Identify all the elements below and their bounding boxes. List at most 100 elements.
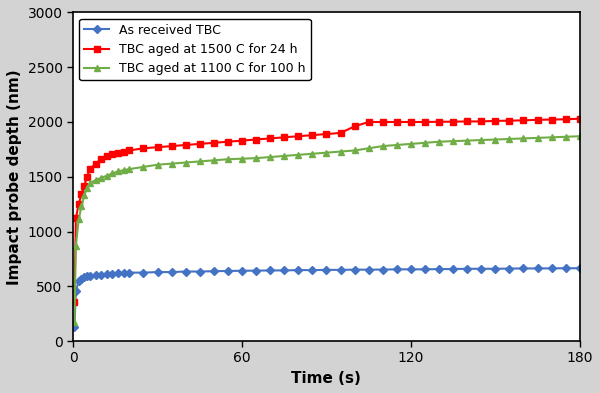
TBC aged at 1500 C for 24 h — [421, 119, 428, 124]
TBC aged at 1100 C for 100 h — [407, 141, 415, 146]
As received TBC — [266, 268, 274, 273]
As received TBC — [86, 274, 94, 278]
TBC aged at 1500 C for 24 h — [83, 174, 91, 179]
TBC aged at 1500 C for 24 h — [407, 119, 415, 124]
As received TBC — [421, 267, 428, 272]
TBC aged at 1100 C for 100 h — [154, 162, 161, 167]
As received TBC — [182, 269, 189, 274]
As received TBC — [534, 266, 541, 271]
As received TBC — [337, 268, 344, 272]
TBC aged at 1500 C for 24 h — [120, 149, 127, 154]
TBC aged at 1100 C for 100 h — [109, 171, 116, 176]
TBC aged at 1500 C for 24 h — [534, 118, 541, 122]
TBC aged at 1100 C for 100 h — [98, 176, 105, 180]
As received TBC — [379, 267, 386, 272]
TBC aged at 1100 C for 100 h — [224, 157, 232, 162]
As received TBC — [407, 267, 415, 272]
TBC aged at 1100 C for 100 h — [492, 137, 499, 142]
TBC aged at 1500 C for 24 h — [253, 137, 260, 142]
X-axis label: Time (s): Time (s) — [292, 371, 361, 386]
As received TBC — [464, 266, 471, 271]
TBC aged at 1100 C for 100 h — [562, 134, 569, 139]
As received TBC — [196, 269, 203, 274]
As received TBC — [154, 270, 161, 274]
TBC aged at 1500 C for 24 h — [548, 117, 555, 122]
TBC aged at 1100 C for 100 h — [210, 158, 217, 163]
As received TBC — [295, 268, 302, 272]
TBC aged at 1100 C for 100 h — [436, 140, 443, 144]
TBC aged at 1500 C for 24 h — [351, 124, 358, 129]
As received TBC — [224, 269, 232, 274]
TBC aged at 1500 C for 24 h — [75, 202, 82, 206]
TBC aged at 1500 C for 24 h — [309, 133, 316, 138]
Y-axis label: Impact probe depth (nm): Impact probe depth (nm) — [7, 69, 22, 285]
TBC aged at 1100 C for 100 h — [449, 139, 457, 143]
TBC aged at 1100 C for 100 h — [351, 148, 358, 153]
As received TBC — [238, 268, 245, 273]
TBC aged at 1100 C for 100 h — [120, 168, 127, 173]
TBC aged at 1100 C for 100 h — [78, 204, 85, 209]
TBC aged at 1100 C for 100 h — [266, 155, 274, 160]
TBC aged at 1100 C for 100 h — [365, 146, 372, 151]
As received TBC — [168, 270, 175, 274]
TBC aged at 1500 C for 24 h — [140, 146, 147, 151]
TBC aged at 1100 C for 100 h — [520, 136, 527, 141]
TBC aged at 1100 C for 100 h — [337, 149, 344, 154]
TBC aged at 1100 C for 100 h — [379, 144, 386, 149]
TBC aged at 1500 C for 24 h — [478, 119, 485, 124]
As received TBC — [120, 271, 127, 275]
Legend: As received TBC, TBC aged at 1500 C for 24 h, TBC aged at 1100 C for 100 h: As received TBC, TBC aged at 1500 C for … — [79, 19, 311, 80]
As received TBC — [548, 266, 555, 271]
As received TBC — [365, 267, 372, 272]
TBC aged at 1100 C for 100 h — [140, 165, 147, 169]
TBC aged at 1100 C for 100 h — [238, 156, 245, 161]
TBC aged at 1500 C for 24 h — [464, 119, 471, 124]
TBC aged at 1500 C for 24 h — [98, 157, 105, 162]
TBC aged at 1500 C for 24 h — [281, 135, 288, 140]
As received TBC — [562, 266, 569, 271]
As received TBC — [478, 266, 485, 271]
As received TBC — [72, 288, 79, 293]
TBC aged at 1100 C for 100 h — [323, 150, 330, 155]
TBC aged at 1500 C for 24 h — [562, 117, 569, 121]
As received TBC — [351, 267, 358, 272]
TBC aged at 1500 C for 24 h — [210, 140, 217, 145]
TBC aged at 1500 C for 24 h — [115, 150, 122, 155]
TBC aged at 1500 C for 24 h — [576, 116, 583, 121]
As received TBC — [83, 274, 91, 279]
TBC aged at 1100 C for 100 h — [168, 161, 175, 166]
As received TBC — [75, 279, 82, 284]
TBC aged at 1500 C for 24 h — [266, 136, 274, 141]
TBC aged at 1100 C for 100 h — [71, 320, 78, 325]
TBC aged at 1100 C for 100 h — [72, 243, 79, 248]
TBC aged at 1100 C for 100 h — [115, 169, 122, 174]
TBC aged at 1100 C for 100 h — [182, 160, 189, 165]
TBC aged at 1500 C for 24 h — [506, 118, 513, 123]
TBC aged at 1500 C for 24 h — [393, 119, 400, 124]
TBC aged at 1500 C for 24 h — [323, 132, 330, 136]
TBC aged at 1100 C for 100 h — [478, 138, 485, 142]
TBC aged at 1100 C for 100 h — [464, 138, 471, 143]
TBC aged at 1500 C for 24 h — [71, 299, 78, 304]
TBC aged at 1100 C for 100 h — [309, 151, 316, 156]
TBC aged at 1500 C for 24 h — [103, 154, 110, 158]
Line: As received TBC: As received TBC — [71, 265, 583, 330]
TBC aged at 1100 C for 100 h — [393, 143, 400, 147]
TBC aged at 1500 C for 24 h — [109, 151, 116, 156]
TBC aged at 1500 C for 24 h — [168, 144, 175, 149]
As received TBC — [81, 275, 88, 279]
As received TBC — [126, 270, 133, 275]
Line: TBC aged at 1100 C for 100 h: TBC aged at 1100 C for 100 h — [71, 133, 583, 326]
TBC aged at 1100 C for 100 h — [534, 136, 541, 140]
As received TBC — [78, 276, 85, 281]
As received TBC — [492, 266, 499, 271]
As received TBC — [98, 272, 105, 277]
As received TBC — [393, 267, 400, 272]
TBC aged at 1500 C for 24 h — [72, 216, 79, 221]
TBC aged at 1100 C for 100 h — [81, 193, 88, 198]
TBC aged at 1500 C for 24 h — [379, 119, 386, 124]
As received TBC — [323, 268, 330, 272]
TBC aged at 1500 C for 24 h — [81, 183, 88, 188]
TBC aged at 1500 C for 24 h — [365, 119, 372, 124]
TBC aged at 1500 C for 24 h — [196, 141, 203, 146]
